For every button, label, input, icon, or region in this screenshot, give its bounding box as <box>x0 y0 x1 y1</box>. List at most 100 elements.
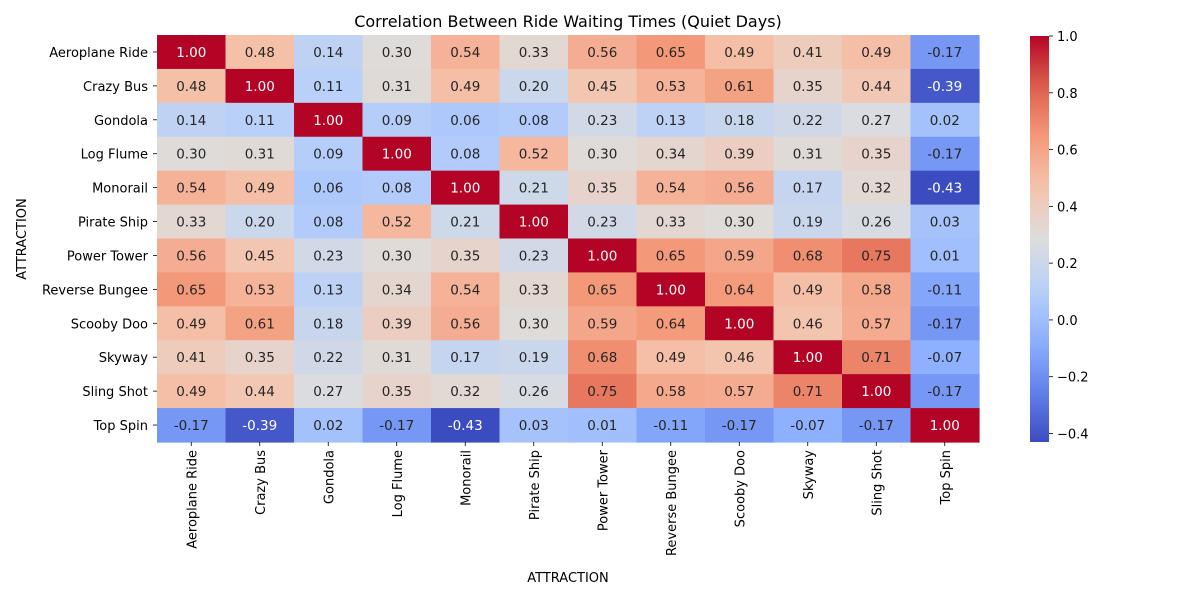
heatmap-cell-crazy-bus-top-spin <box>910 68 980 104</box>
y-tick-label-crazy-bus: Crazy Bus <box>83 80 148 95</box>
heatmap-cell-aeroplane-ride-skyway <box>773 35 843 70</box>
heatmap-cell-value: -0.43 <box>927 181 962 197</box>
heatmap-cell-aeroplane-ride-pirate-ship <box>499 35 569 70</box>
heatmap-cell-value: 0.01 <box>930 248 960 264</box>
heatmap-cell-value: 0.57 <box>861 316 891 332</box>
heatmap-cell-sling-shot-log-flume <box>362 374 432 409</box>
x-tick-label-power-tower: Power Tower <box>596 449 611 531</box>
heatmap-cell-value: 0.56 <box>176 248 206 264</box>
x-tick-label-aeroplane-ride: Aeroplane Ride <box>185 450 200 549</box>
heatmap-cell-log-flume-sling-shot <box>842 136 912 172</box>
y-tick-label-top-spin: Top Spin <box>93 419 148 434</box>
heatmap-cell-value: 0.64 <box>724 282 754 298</box>
heatmap-cell-pirate-ship-scooby-doo <box>705 204 775 240</box>
heatmap-cell-top-spin-crazy-bus <box>225 408 295 443</box>
heatmap-cell-scooby-doo-top-spin <box>910 306 980 341</box>
heatmap-cell-value: 0.08 <box>450 147 480 163</box>
heatmap-cell-value: 0.34 <box>382 282 412 298</box>
heatmap-cell-power-tower-power-tower <box>568 238 638 274</box>
x-tick-label-log-flume: Log Flume <box>391 450 406 517</box>
heatmap-cell-value: -0.07 <box>927 350 962 366</box>
heatmap-cell-value: 0.06 <box>450 113 480 129</box>
x-axis-label: ATTRACTION <box>527 571 609 586</box>
x-tick-label-crazy-bus: Crazy Bus <box>254 450 269 515</box>
colorbar <box>1030 36 1049 442</box>
heatmap-cell-gondola-aeroplane-ride <box>157 102 227 138</box>
heatmap-cell-value: 0.22 <box>313 350 343 366</box>
heatmap-cell-value: 0.09 <box>382 113 412 129</box>
heatmap-cell-log-flume-aeroplane-ride <box>157 136 227 172</box>
heatmap-cell-value: 0.03 <box>930 215 960 231</box>
heatmap-cell-reverse-bungee-monorail <box>431 272 501 307</box>
heatmap-cell-skyway-scooby-doo <box>705 340 775 375</box>
heatmap-cell-log-flume-top-spin <box>910 136 980 172</box>
heatmap-cell-gondola-skyway <box>773 102 843 138</box>
heatmap-cell-power-tower-reverse-bungee <box>636 238 706 274</box>
heatmap-cell-log-flume-log-flume <box>362 136 432 172</box>
heatmap-cell-aeroplane-ride-sling-shot <box>842 35 912 70</box>
colorbar-tick-label: 0.4 <box>1057 200 1078 215</box>
heatmap-cell-power-tower-pirate-ship <box>499 238 569 274</box>
y-tick-label-reverse-bungee: Reverse Bungee <box>42 283 148 298</box>
heatmap-cell-value: 0.23 <box>587 113 617 129</box>
heatmap-cell-value: 0.45 <box>587 79 617 95</box>
heatmap-cell-crazy-bus-monorail <box>431 68 501 104</box>
heatmap-cell-sling-shot-skyway <box>773 374 843 409</box>
heatmap-cell-value: 0.65 <box>656 45 686 61</box>
heatmap-cell-value: 0.49 <box>724 45 754 61</box>
heatmap-cell-crazy-bus-aeroplane-ride <box>157 68 227 104</box>
heatmap-cell-sling-shot-crazy-bus <box>225 374 295 409</box>
heatmap-cell-crazy-bus-power-tower <box>568 68 638 104</box>
heatmap-cell-monorail-gondola <box>294 170 364 206</box>
y-tick-label-power-tower: Power Tower <box>67 249 149 264</box>
heatmap-cell-top-spin-top-spin <box>910 408 980 443</box>
heatmap-cell-value: 0.35 <box>861 147 891 163</box>
heatmap-cell-value: 0.59 <box>587 316 617 332</box>
heatmap-cell-sling-shot-power-tower <box>568 374 638 409</box>
heatmap-cell-crazy-bus-scooby-doo <box>705 68 775 104</box>
heatmap-cell-value: -0.17 <box>174 418 209 434</box>
heatmap-cell-top-spin-log-flume <box>362 408 432 443</box>
heatmap-cell-value: 0.48 <box>176 79 206 95</box>
heatmap-cell-value: 0.31 <box>793 147 823 163</box>
heatmap-cell-skyway-reverse-bungee <box>636 340 706 375</box>
heatmap-cell-reverse-bungee-scooby-doo <box>705 272 775 307</box>
heatmap-cell-top-spin-gondola <box>294 408 364 443</box>
heatmap-cell-power-tower-sling-shot <box>842 238 912 274</box>
heatmap-cell-reverse-bungee-skyway <box>773 272 843 307</box>
heatmap-cell-value: 0.54 <box>176 181 206 197</box>
y-tick-label-scooby-doo: Scooby Doo <box>71 317 148 332</box>
heatmap-cell-value: 0.52 <box>519 147 549 163</box>
heatmap-cell-power-tower-aeroplane-ride <box>157 238 227 274</box>
heatmap-cell-value: 0.44 <box>245 384 275 400</box>
heatmap-cell-skyway-top-spin <box>910 340 980 375</box>
heatmap-cell-value: 1.00 <box>861 384 891 400</box>
heatmap-cell-value: 0.33 <box>176 215 206 231</box>
heatmap-cell-value: 0.53 <box>245 282 275 298</box>
heatmap-cell-pirate-ship-reverse-bungee <box>636 204 706 240</box>
heatmap-cell-value: 0.65 <box>656 248 686 264</box>
heatmap-cell-log-flume-gondola <box>294 136 364 172</box>
heatmap-cell-gondola-monorail <box>431 102 501 138</box>
heatmap-cell-pirate-ship-top-spin <box>910 204 980 240</box>
heatmap-cell-value: 0.30 <box>382 45 412 61</box>
heatmap-cell-crazy-bus-crazy-bus <box>225 68 295 104</box>
heatmap-cell-value: 0.08 <box>313 215 343 231</box>
colorbar-tick-label: 1.0 <box>1057 30 1078 45</box>
heatmap-cell-reverse-bungee-reverse-bungee <box>636 272 706 307</box>
heatmap-cell-pirate-ship-sling-shot <box>842 204 912 240</box>
heatmap-cell-value: 0.02 <box>930 113 960 129</box>
heatmap-cell-reverse-bungee-power-tower <box>568 272 638 307</box>
heatmap-cell-scooby-doo-skyway <box>773 306 843 341</box>
heatmap-cell-value: -0.17 <box>927 45 962 61</box>
heatmap-cell-value: 0.31 <box>245 147 275 163</box>
heatmap-cell-value: -0.07 <box>790 418 825 434</box>
heatmap-cell-aeroplane-ride-scooby-doo <box>705 35 775 70</box>
heatmap-cell-gondola-top-spin <box>910 102 980 138</box>
heatmap-cell-value: 0.26 <box>861 215 891 231</box>
heatmap-cell-value: 0.49 <box>450 79 480 95</box>
heatmap-cell-reverse-bungee-log-flume <box>362 272 432 307</box>
heatmap-cell-gondola-gondola <box>294 102 364 138</box>
heatmap-cell-pirate-ship-monorail <box>431 204 501 240</box>
